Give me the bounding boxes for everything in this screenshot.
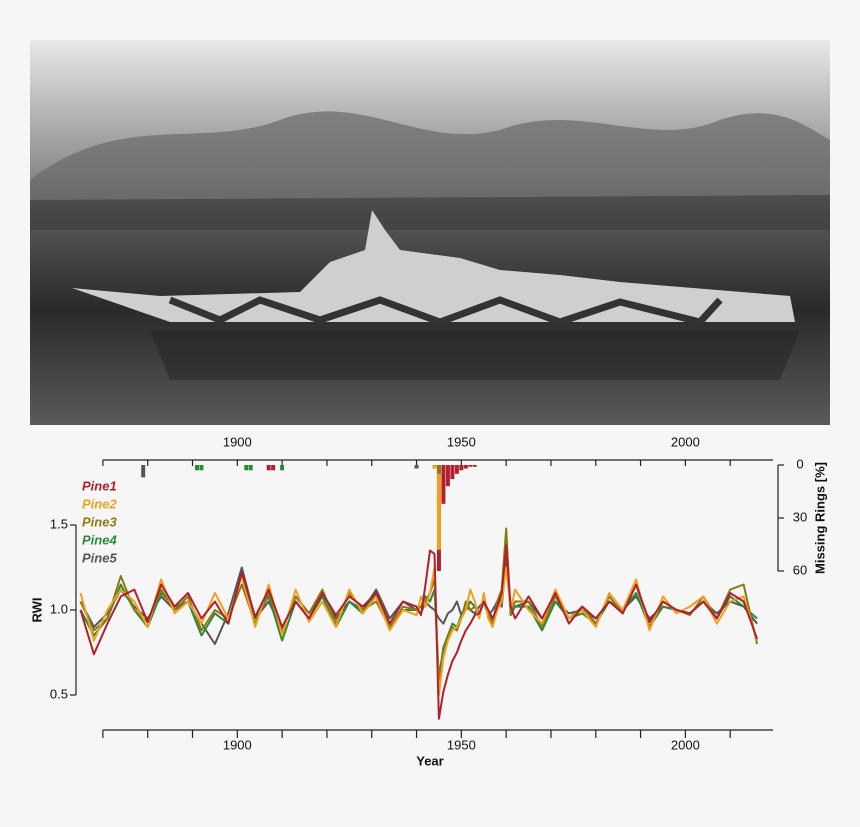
- top-x-tick-label: 1950: [447, 434, 476, 449]
- legend-entry: Pine2: [82, 496, 117, 511]
- missing-ring-bar: [454, 465, 459, 474]
- missing-ring-bar: [248, 465, 253, 471]
- y2-tick-label: 60: [793, 562, 807, 577]
- x-tick-label: 1950: [447, 737, 476, 752]
- series-line: [79, 566, 759, 696]
- missing-ring-bar: [244, 465, 249, 471]
- missing-ring-bar: [280, 465, 285, 471]
- legend-entry: Pine1: [82, 478, 117, 493]
- missing-ring-bar: [436, 465, 441, 474]
- y2-tick-label: 0: [796, 456, 803, 471]
- missing-ring-bar: [414, 465, 419, 469]
- x-tick-label: 2000: [671, 737, 700, 752]
- x-tick-label: 1900: [223, 737, 252, 752]
- missing-ring-bar: [450, 465, 455, 480]
- missing-ring-bar: [459, 465, 464, 471]
- photo: [30, 40, 830, 425]
- series-line: [79, 544, 759, 720]
- x-axis-label: Year: [416, 753, 443, 768]
- y2-axis-label: Missing Rings [%]: [812, 462, 827, 574]
- legend-entry: Pine4: [82, 532, 117, 547]
- missing-ring-bar: [472, 465, 477, 467]
- y-axis-label: RWI: [29, 597, 44, 622]
- legend-entry: Pine3: [82, 514, 117, 529]
- missing-ring-bar: [194, 465, 199, 471]
- missing-ring-bar: [436, 465, 441, 550]
- missing-ring-bar: [441, 465, 446, 504]
- missing-ring-bar: [141, 465, 146, 478]
- missing-ring-bar: [266, 465, 271, 471]
- top-x-tick-label: 1900: [223, 434, 252, 449]
- missing-ring-bar: [445, 465, 450, 487]
- y-tick-label: 0.5: [50, 686, 68, 701]
- legend-entry: Pine5: [82, 550, 117, 565]
- y-tick-label: 1.0: [50, 601, 68, 616]
- missing-ring-bar: [432, 465, 437, 469]
- y2-tick-label: 30: [793, 509, 807, 524]
- missing-ring-bar: [463, 465, 468, 469]
- series-line: [79, 527, 759, 688]
- top-x-tick-label: 2000: [671, 434, 700, 449]
- missing-ring-bar: [271, 465, 276, 471]
- missing-ring-bar: [468, 465, 473, 467]
- missing-ring-bar: [199, 465, 204, 471]
- y-tick-label: 1.5: [50, 516, 68, 531]
